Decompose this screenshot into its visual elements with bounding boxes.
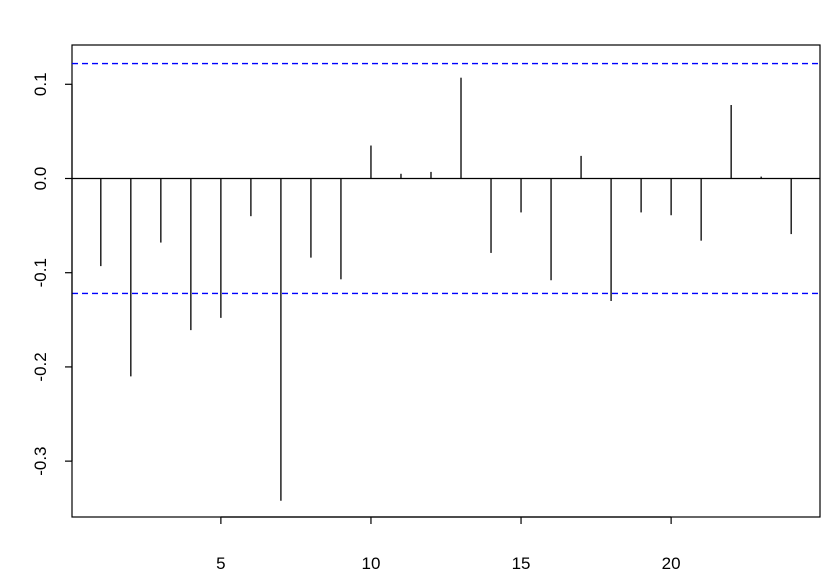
y-tick-label-0.1: 0.1: [31, 72, 50, 96]
x-tick-label-20: 20: [662, 554, 681, 573]
bars-group: [72, 77, 820, 501]
x-tick-label-5: 5: [216, 554, 225, 573]
x-tick-label-10: 10: [361, 554, 380, 573]
confidence-bounds: [72, 62, 820, 295]
x-tick-label-15: 15: [512, 554, 531, 573]
y-axis: -0.3 -0.2 -0.1 0.0 0.1: [31, 72, 73, 476]
y-tick-label-0.0: 0.0: [31, 167, 50, 191]
plot-frame: [71, 44, 821, 518]
y-tick-label--0.3: -0.3: [31, 446, 50, 475]
y-tick-label--0.2: -0.2: [31, 352, 50, 381]
x-axis: 5 10 15 20: [216, 516, 681, 573]
y-tick-label--0.1: -0.1: [31, 258, 50, 287]
